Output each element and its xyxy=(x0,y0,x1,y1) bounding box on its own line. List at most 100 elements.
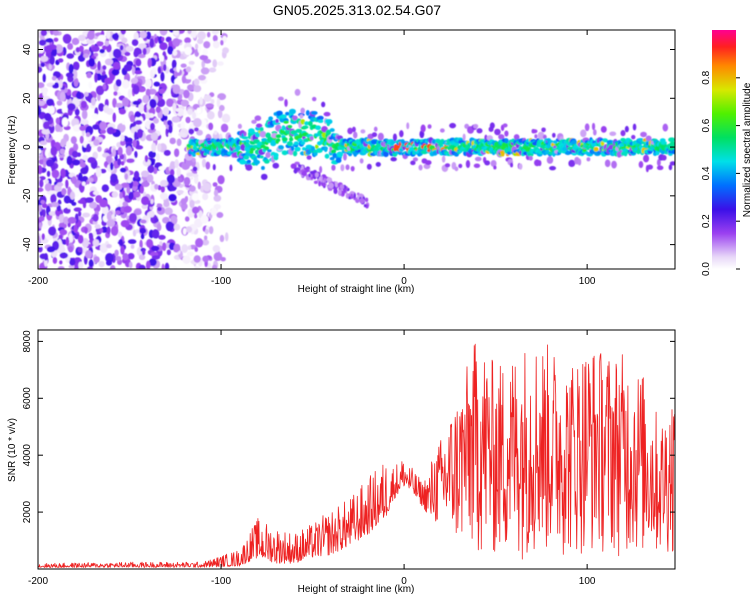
heatmap-cell xyxy=(46,170,51,177)
heatmap-cell xyxy=(127,89,132,99)
heatmap-cell xyxy=(38,148,42,155)
heatmap-cell xyxy=(142,94,150,104)
heatmap-cell xyxy=(93,139,100,147)
heatmap-cell xyxy=(114,183,123,191)
heatmap-cell xyxy=(288,108,296,115)
heatmap-cell xyxy=(138,43,147,49)
heatmap-cell xyxy=(56,182,64,187)
heatmap-cell xyxy=(63,195,71,204)
heatmap-cell xyxy=(162,242,167,252)
heatmap-cell xyxy=(186,172,195,177)
heatmap-cell xyxy=(220,39,224,46)
heatmap-cell xyxy=(191,206,200,214)
heatmap-cell xyxy=(132,100,141,106)
heatmap-cell xyxy=(67,103,76,111)
heatmap-cell xyxy=(284,98,288,107)
heatmap-cell xyxy=(69,191,76,200)
heatmap-cell xyxy=(216,98,221,108)
heatmap-cell xyxy=(602,138,608,143)
heatmap-cell xyxy=(237,123,242,129)
heatmap-cell xyxy=(604,159,611,168)
heatmap-cell xyxy=(80,167,89,175)
heatmap-cell xyxy=(373,126,378,132)
heatmap-cell xyxy=(46,246,56,253)
heatmap-cell xyxy=(154,217,159,223)
heatmap-cell xyxy=(51,201,59,208)
heatmap-cell xyxy=(202,193,209,201)
heatmap-cell xyxy=(473,123,479,129)
heatmap-cell xyxy=(493,165,497,170)
heatmap-cell xyxy=(39,179,44,188)
heatmap-cell xyxy=(160,179,169,187)
heatmap-cell xyxy=(58,213,65,223)
heatmap-cell xyxy=(350,165,355,172)
heatmap-cell xyxy=(191,192,199,202)
heatmap-cell xyxy=(277,145,284,150)
heatmap-x-ticks: -200 -100 0 100 xyxy=(28,30,596,287)
heatmap-cell xyxy=(363,204,367,208)
heatmap-cell xyxy=(345,193,350,199)
heatmap-cell xyxy=(310,110,318,116)
heatmap-cell xyxy=(104,40,110,47)
heatmap-cell xyxy=(212,34,218,42)
heatmap-cell xyxy=(157,184,162,191)
heatmap-cell xyxy=(229,164,233,172)
heatmap-cell xyxy=(176,189,185,195)
heatmap-cell xyxy=(65,72,74,78)
heatmap-cell xyxy=(48,226,57,236)
snr-panel: -200 -100 0 100 2000 4000 6000 8000 Height of … xyxy=(7,329,676,595)
heatmap-cell xyxy=(213,194,222,202)
heatmap-cell xyxy=(139,185,144,194)
heatmap-cell xyxy=(132,84,140,95)
heatmap-cell xyxy=(94,72,98,83)
heatmap-cell xyxy=(212,59,218,68)
heatmap-cell xyxy=(38,222,43,229)
heatmap-cell xyxy=(126,158,135,164)
heatmap-cell xyxy=(192,166,198,172)
heatmap-frame xyxy=(37,29,676,270)
heatmap-cell xyxy=(290,163,297,169)
heatmap-cell xyxy=(165,221,174,232)
heatmap-cell xyxy=(188,60,195,65)
heatmap-cell xyxy=(182,228,187,235)
heatmap-cell xyxy=(541,127,546,133)
heatmap-cell xyxy=(668,137,675,143)
heatmap-cell xyxy=(454,166,459,172)
heatmap-cell xyxy=(636,148,641,155)
heatmap-cell xyxy=(141,249,146,256)
heatmap-cell xyxy=(73,224,78,234)
heatmap-cell xyxy=(246,159,252,164)
heatmap-cell xyxy=(201,158,207,168)
heatmap-cell xyxy=(74,108,80,116)
x-tick-label: -200 xyxy=(28,576,48,587)
heatmap-cell xyxy=(158,166,166,171)
heatmap-cell xyxy=(65,179,69,189)
heatmap-cell xyxy=(51,169,60,179)
heatmap-cell xyxy=(82,201,87,209)
heatmap-cell xyxy=(44,183,52,192)
heatmap-cell xyxy=(89,201,98,209)
heatmap-cell xyxy=(113,91,118,96)
heatmap-cell xyxy=(112,112,117,123)
heatmap-cell xyxy=(151,255,161,260)
heatmap-cell xyxy=(289,137,294,142)
heatmap-cell xyxy=(118,108,126,115)
heatmap-cell xyxy=(117,158,122,166)
heatmap-cell xyxy=(67,216,77,224)
heatmap-cell xyxy=(116,142,122,148)
heatmap-cell xyxy=(297,164,301,168)
heatmap-cell xyxy=(187,30,192,35)
heatmap-cell xyxy=(191,111,197,120)
heatmap-cell xyxy=(84,227,88,234)
heatmap-cell xyxy=(128,191,134,200)
heatmap-cell xyxy=(193,84,202,93)
heatmap-cell xyxy=(272,162,280,169)
heatmap-cell xyxy=(161,36,165,42)
heatmap-cell xyxy=(172,30,180,36)
heatmap-cell xyxy=(159,42,168,51)
heatmap-cell xyxy=(198,74,207,81)
heatmap-cell xyxy=(61,188,67,196)
heatmap-cell xyxy=(494,128,501,136)
heatmap-cell xyxy=(72,124,82,132)
heatmap-cell xyxy=(148,210,155,218)
